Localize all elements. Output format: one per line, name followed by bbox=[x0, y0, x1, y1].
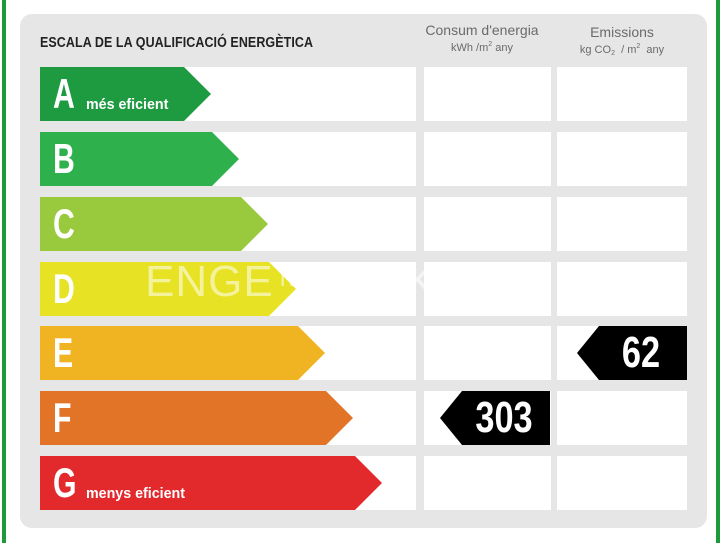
class-letter: G bbox=[53, 459, 77, 506]
class-note: més eficient bbox=[86, 96, 169, 113]
class-arrow-a: A més eficient bbox=[40, 67, 211, 121]
consumption-column-header: Consum d'energia kWh /m2 any bbox=[418, 22, 546, 55]
emissions-value: 62 bbox=[621, 328, 661, 377]
emissions-cell bbox=[557, 456, 687, 510]
emissions-cell bbox=[557, 132, 687, 186]
emissions-unit: kg CO2 / m2 any bbox=[579, 43, 665, 57]
emissions-cell bbox=[557, 262, 687, 316]
class-arrow-e: E bbox=[40, 326, 325, 380]
class-letter: D bbox=[53, 265, 75, 312]
consumption-cell bbox=[424, 132, 551, 186]
consumption-cell bbox=[424, 197, 551, 251]
emissions-cell bbox=[557, 67, 687, 121]
class-letter: C bbox=[53, 200, 75, 247]
class-letter: E bbox=[53, 329, 74, 376]
frame-right-border bbox=[716, 0, 720, 543]
emissions-label: Emissions bbox=[590, 24, 654, 40]
class-note: menys eficient bbox=[86, 485, 186, 502]
class-letter: A bbox=[53, 70, 75, 117]
frame-left-border bbox=[2, 0, 6, 543]
class-arrow-b: B bbox=[40, 132, 239, 186]
consumption-cell bbox=[424, 262, 551, 316]
consumption-value: 303 bbox=[475, 393, 533, 442]
consumption-unit: kWh /m2 any bbox=[451, 41, 513, 54]
consumption-label: Consum d'energia bbox=[425, 22, 539, 38]
scale-title: ESCALA DE LA QUALIFICACIÓ ENERGÈTICA bbox=[40, 35, 314, 51]
class-letter: F bbox=[53, 394, 72, 441]
emissions-column-header: Emissions kg CO2 / m2 any bbox=[557, 24, 687, 61]
consumption-cell bbox=[424, 67, 551, 121]
emissions-cell: 62 bbox=[557, 326, 687, 380]
consumption-rating-tag: 303 bbox=[440, 391, 550, 445]
class-arrow-g: G menys eficient bbox=[40, 456, 382, 510]
emissions-cell bbox=[557, 197, 687, 251]
class-arrow-c: C bbox=[40, 197, 268, 251]
class-arrow-f: F bbox=[40, 391, 353, 445]
emissions-rating-tag: 62 bbox=[577, 326, 687, 380]
class-letter: B bbox=[53, 135, 75, 182]
emissions-cell bbox=[557, 391, 687, 445]
consumption-cell: 303 bbox=[424, 391, 551, 445]
consumption-cell bbox=[424, 326, 551, 380]
class-arrow-d: D bbox=[40, 262, 296, 316]
consumption-cell bbox=[424, 456, 551, 510]
watermark: ENGE habitaclia KERS bbox=[145, 257, 530, 306]
